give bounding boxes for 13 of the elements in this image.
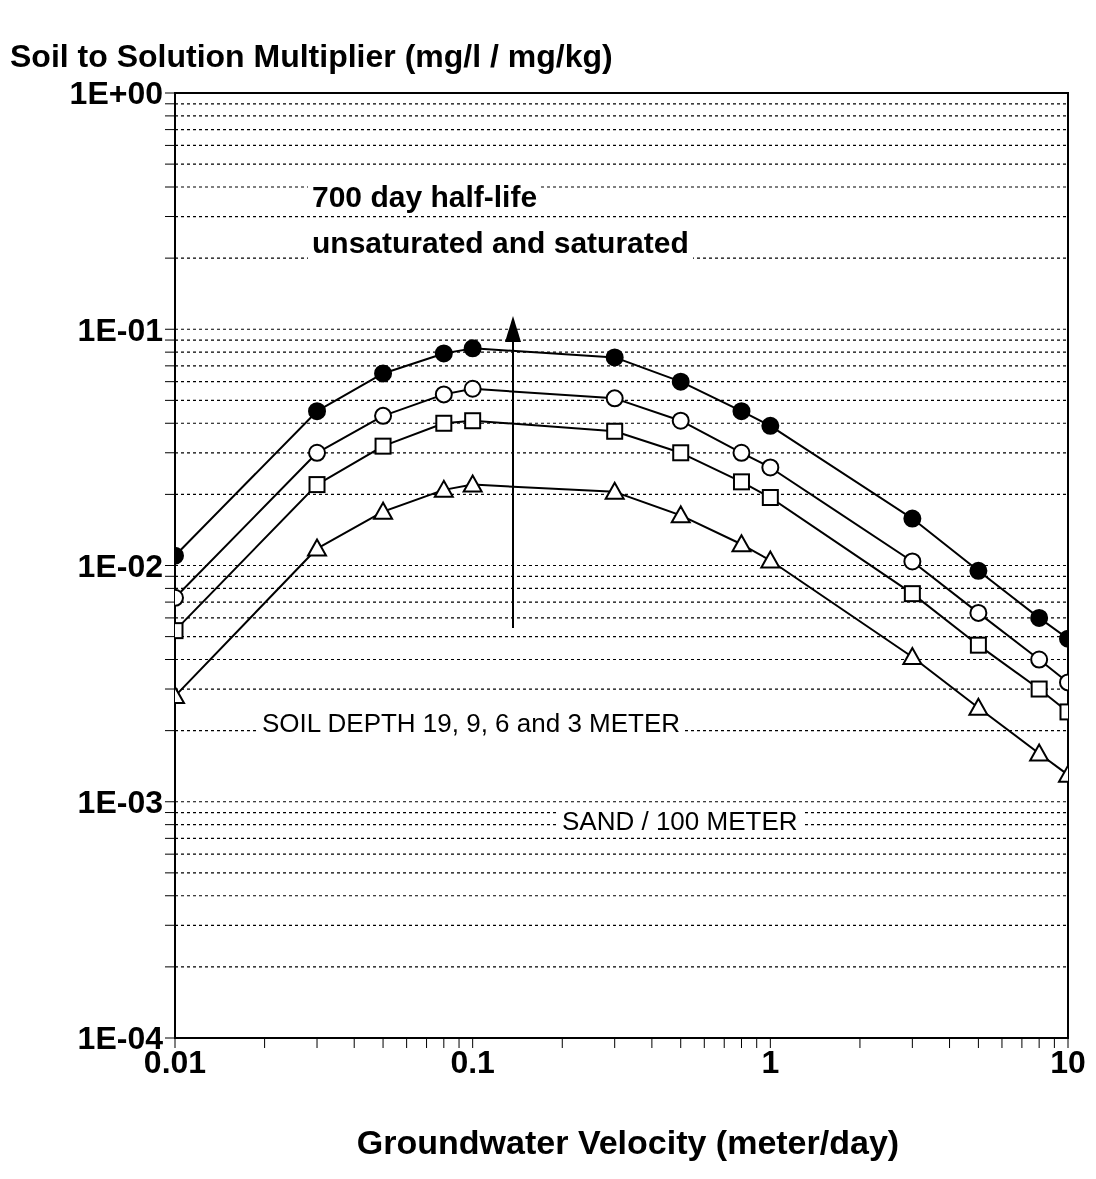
annotation: SOIL DEPTH 19, 9, 6 and 3 METER xyxy=(258,708,685,739)
annotation: unsaturated and saturated xyxy=(308,226,693,260)
y-tick-label: 1E-01 xyxy=(77,311,163,348)
y-tick-label: 1E-02 xyxy=(77,547,163,584)
annotation: SAND / 100 METER xyxy=(558,806,802,837)
y-tick-label: 1E-03 xyxy=(77,784,163,821)
x-tick-label: 10 xyxy=(1050,1043,1086,1080)
y-axis-title: Soil to Solution Multiplier (mg/l / mg/kg) xyxy=(10,38,613,75)
x-tick-label: 1 xyxy=(761,1043,780,1080)
x-axis-title: Groundwater Velocity (meter/day) xyxy=(355,1123,901,1162)
x-tick-label: 0.1 xyxy=(450,1043,495,1080)
annotation: 700 day half-life xyxy=(308,180,542,214)
y-tick-label: 1E+00 xyxy=(69,75,163,112)
